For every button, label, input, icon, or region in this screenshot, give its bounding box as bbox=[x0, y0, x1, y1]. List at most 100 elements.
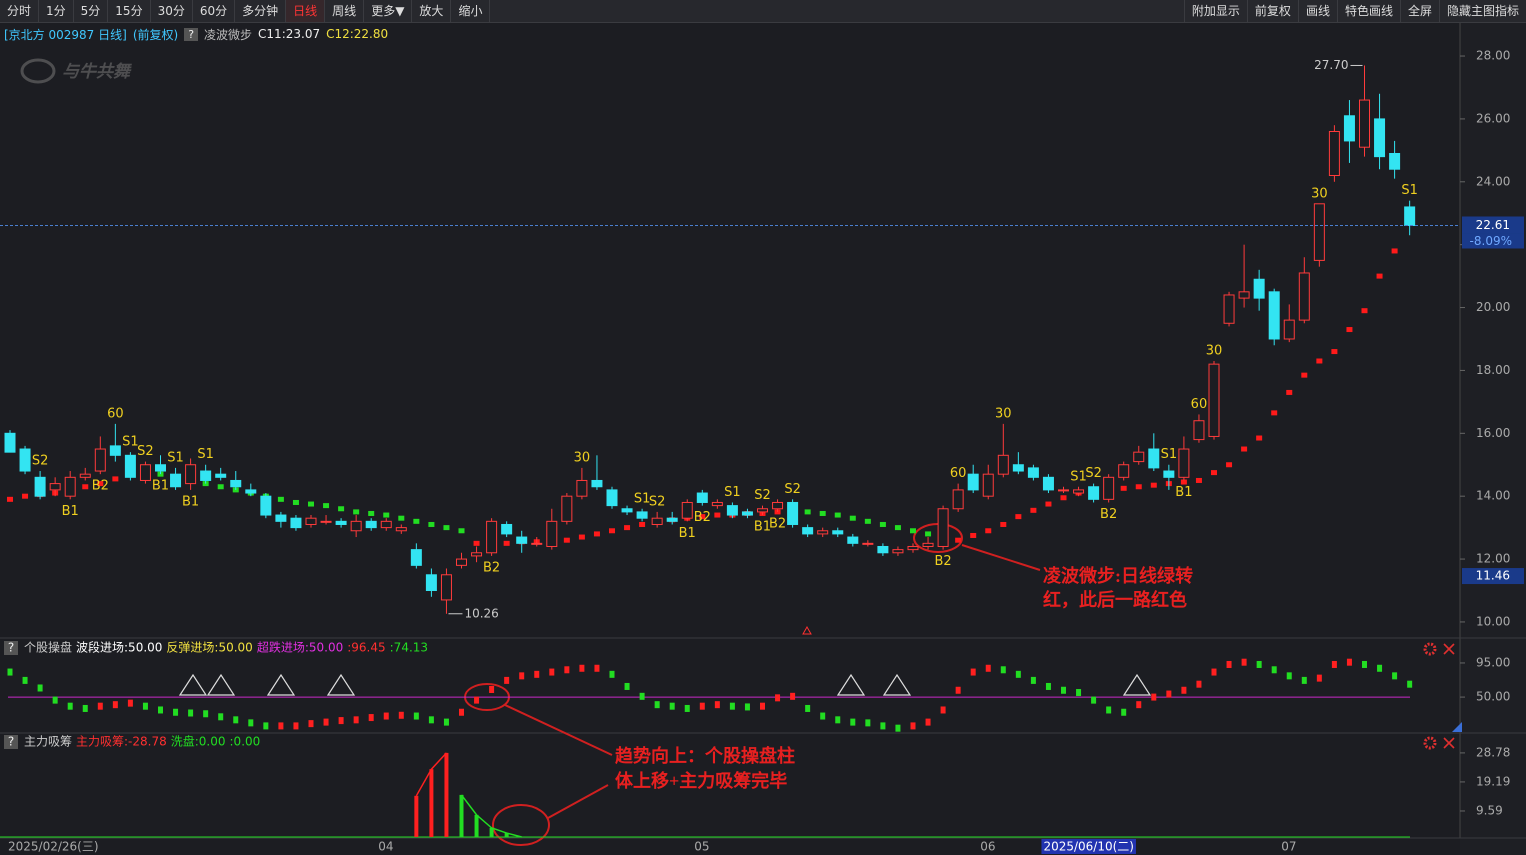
change-label: -8.09% bbox=[1470, 234, 1512, 248]
last-price-box bbox=[1462, 216, 1524, 234]
candle-body bbox=[1374, 118, 1386, 158]
indicator-dot bbox=[398, 711, 404, 719]
candle-body bbox=[1088, 486, 1100, 500]
indicator-dot bbox=[293, 722, 299, 730]
candle-body bbox=[486, 520, 498, 554]
x-tick-label: 04 bbox=[378, 840, 393, 854]
trend-dot bbox=[879, 521, 886, 527]
signal-label: S1 bbox=[1401, 183, 1418, 198]
toolbar-button[interactable]: 前复权 bbox=[1246, 0, 1298, 22]
trend-dot bbox=[1271, 410, 1278, 416]
indicator-dot bbox=[127, 699, 133, 707]
toolbar-button[interactable]: 画线 bbox=[1297, 0, 1337, 22]
bar bbox=[414, 795, 419, 837]
indicator-dot bbox=[549, 668, 555, 676]
signal-label: B2 bbox=[1100, 507, 1117, 522]
indicator-dot bbox=[820, 712, 826, 720]
indicator-dot bbox=[940, 706, 946, 714]
toolbar-button[interactable]: 5分 bbox=[74, 0, 109, 22]
candle-body bbox=[681, 501, 693, 519]
trend-dot bbox=[1286, 389, 1293, 395]
bar bbox=[444, 752, 449, 837]
toolbar-button[interactable]: 附加显示 bbox=[1183, 0, 1247, 22]
trend-dot bbox=[292, 499, 299, 505]
settings-icon[interactable] bbox=[1423, 736, 1437, 750]
candle-body bbox=[1073, 489, 1085, 494]
toolbar-button[interactable]: 缩小 bbox=[451, 0, 491, 22]
panel-icons[interactable] bbox=[1423, 642, 1455, 750]
toolbar-button[interactable]: 放大 bbox=[412, 0, 452, 22]
indicator-dot bbox=[865, 719, 871, 727]
y-tick-label: 24.00 bbox=[1476, 174, 1510, 188]
indicator-dot bbox=[263, 722, 269, 730]
candle-body bbox=[79, 473, 91, 478]
trend-dot bbox=[308, 501, 314, 507]
indicator-dot bbox=[1045, 682, 1051, 690]
settings-icon[interactable] bbox=[1423, 642, 1437, 656]
trend-dot bbox=[1316, 358, 1323, 364]
indicator-value: C12:22.80 bbox=[326, 27, 389, 41]
trend-dot bbox=[1331, 349, 1338, 355]
triangle bbox=[206, 673, 236, 696]
toolbar-button[interactable]: 1分 bbox=[39, 0, 74, 22]
trend-dot bbox=[624, 525, 631, 531]
indicator-dot bbox=[1301, 676, 1307, 684]
indicator-dot bbox=[1181, 686, 1187, 694]
toolbar-button[interactable]: 隐藏主图指标 bbox=[1438, 0, 1526, 22]
toolbar-button[interactable]: 周线 bbox=[325, 0, 365, 22]
panel-name: 个股操盘 bbox=[24, 640, 72, 655]
resize-handle[interactable] bbox=[1452, 722, 1462, 732]
legend-entry: 超跌进场:50.00 bbox=[257, 640, 343, 655]
pointer bbox=[504, 704, 613, 756]
triangle bbox=[882, 673, 912, 696]
candle-body bbox=[531, 542, 543, 545]
toolbar-button[interactable]: 60分 bbox=[193, 0, 236, 22]
close-icon[interactable] bbox=[1443, 643, 1455, 655]
toolbar-button[interactable]: 特色画线 bbox=[1336, 0, 1400, 22]
y-tick-label: 20.00 bbox=[1476, 300, 1510, 314]
change-box bbox=[1462, 233, 1524, 249]
toolbar-button[interactable]: 多分钟 bbox=[235, 0, 287, 22]
candle-body bbox=[711, 501, 723, 507]
toolbar-button[interactable]: 15分 bbox=[108, 0, 151, 22]
indicator-dot bbox=[594, 664, 600, 672]
trend-dot bbox=[819, 510, 826, 516]
trend-dot bbox=[985, 528, 992, 534]
candle-body bbox=[1012, 464, 1024, 472]
toolbar-button[interactable]: 全屏 bbox=[1399, 0, 1439, 22]
trend-dot bbox=[1361, 308, 1368, 314]
trend-dot bbox=[353, 509, 360, 515]
indicator-dot bbox=[443, 718, 449, 726]
help-button[interactable]: ? bbox=[184, 27, 199, 41]
trend-dot bbox=[1120, 485, 1127, 491]
signal-label: 30 bbox=[995, 406, 1012, 421]
annotation-text: 体上移+主力吸筹完毕 bbox=[615, 770, 787, 791]
candle-body bbox=[1328, 130, 1340, 177]
close-icon[interactable] bbox=[1443, 737, 1455, 749]
trend-dot bbox=[112, 476, 119, 482]
trend-dot bbox=[323, 503, 330, 509]
indicator-dot bbox=[850, 718, 856, 726]
candle-body bbox=[139, 464, 151, 481]
indicator-dot bbox=[1256, 660, 1262, 668]
candle-body bbox=[802, 527, 814, 535]
cursor-box bbox=[1462, 568, 1524, 585]
candle-body bbox=[471, 552, 483, 557]
trend-dot bbox=[714, 512, 721, 518]
indicator-dot bbox=[112, 701, 118, 709]
toolbar-button[interactable]: 分时 bbox=[0, 0, 40, 22]
indicator-dot bbox=[173, 708, 179, 716]
candle-body bbox=[1253, 278, 1265, 299]
indicator-dot bbox=[564, 666, 570, 674]
indicator-dot bbox=[534, 670, 540, 678]
indicator-dot bbox=[624, 682, 630, 690]
toolbar-button[interactable]: 更多▼ bbox=[364, 0, 413, 22]
trend-dot bbox=[910, 528, 916, 534]
toolbar-button[interactable]: 日线 bbox=[286, 0, 326, 22]
trend-dot bbox=[639, 521, 646, 527]
toolbar-button[interactable]: 30分 bbox=[151, 0, 193, 22]
candle-body bbox=[982, 473, 994, 497]
triangle bbox=[178, 673, 208, 696]
indicator-dot bbox=[1166, 690, 1172, 698]
trend-dot bbox=[1060, 495, 1067, 501]
